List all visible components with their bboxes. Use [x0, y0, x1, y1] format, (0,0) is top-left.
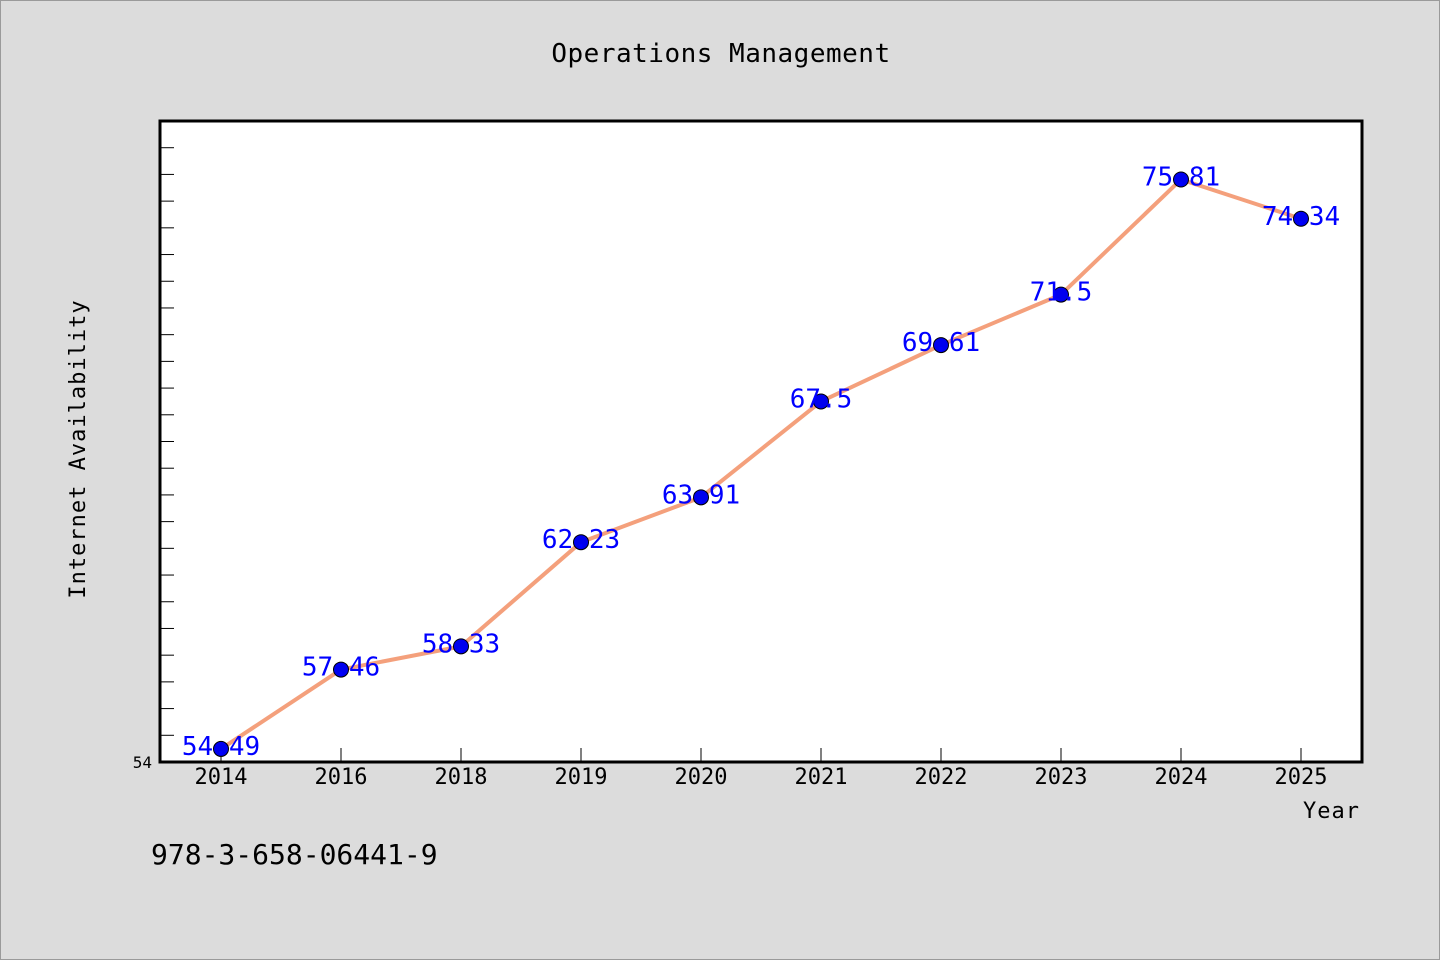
- plot-area: [158, 119, 1364, 764]
- data-point: [1173, 171, 1189, 188]
- data-point: [693, 489, 709, 506]
- data-label: 71.5: [1030, 278, 1093, 308]
- data-point: [333, 661, 349, 678]
- data-label: 57.46: [302, 653, 380, 683]
- x-tick-label: 2021: [795, 765, 848, 790]
- y-axis-tick-labels: 54: [133, 753, 152, 772]
- y-axis-ticks: [160, 147, 174, 736]
- data-label: 54.49: [182, 732, 260, 762]
- isbn-footer: 978-3-658-06441-9: [151, 838, 438, 871]
- data-label: 74.34: [1262, 202, 1340, 232]
- data-point: [573, 534, 589, 551]
- data-label: 75.81: [1142, 162, 1220, 192]
- x-axis-title: Year: [1303, 799, 1360, 824]
- data-label: 69.61: [902, 328, 980, 358]
- x-axis-ticks: [220, 748, 1302, 762]
- x-tick-label: 2016: [315, 765, 368, 790]
- x-tick-label: 2019: [555, 765, 608, 790]
- x-tick-label: 2024: [1155, 765, 1208, 790]
- data-point: [1293, 210, 1309, 227]
- data-labels: 54.49 57.46 58.33 62.23 63.91 67.5 69.61 71.5 75…: [182, 162, 1340, 761]
- x-axis-tick-labels: 2014 2016 2018 2019 2020 2021 2022 2023 2024 2025: [195, 765, 1328, 790]
- x-tick-label: 2023: [1035, 765, 1088, 790]
- x-tick-label: 2018: [435, 765, 488, 790]
- data-label: 62.23: [542, 525, 620, 555]
- chart-title: Operations Management: [551, 39, 890, 69]
- data-point: [213, 740, 229, 757]
- data-point: [453, 638, 469, 655]
- data-point: [813, 393, 829, 410]
- data-label: 58.33: [422, 629, 500, 659]
- y-tick-label: 54: [133, 753, 152, 772]
- data-point: [933, 337, 949, 354]
- x-tick-label: 2020: [675, 765, 728, 790]
- x-tick-label: 2022: [915, 765, 968, 790]
- x-tick-label: 2014: [195, 765, 248, 790]
- data-label: 67.5: [790, 384, 853, 414]
- data-label: 63.91: [662, 480, 740, 510]
- series-line: [219, 177, 1303, 751]
- x-tick-label: 2025: [1275, 765, 1328, 790]
- y-axis-title: Internet Availability: [66, 299, 91, 598]
- data-point: [1053, 286, 1069, 303]
- series-markers: [213, 171, 1309, 757]
